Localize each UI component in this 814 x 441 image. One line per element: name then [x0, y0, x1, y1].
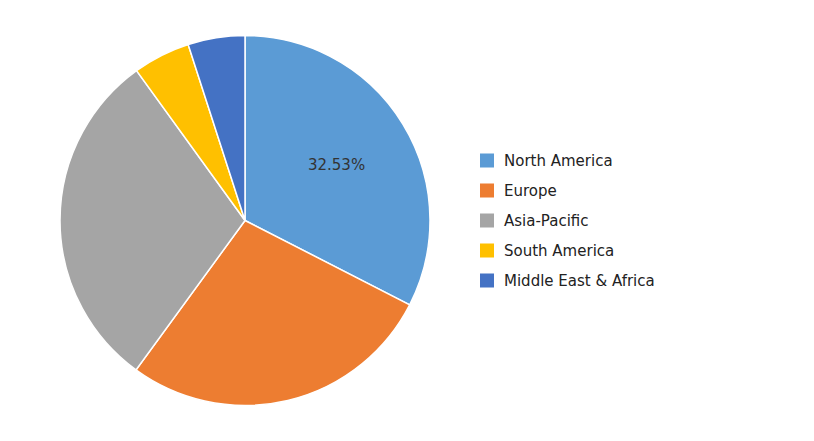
- slices: [60, 36, 430, 406]
- legend-label: North America: [504, 152, 613, 170]
- legend-label: Asia-Pacific: [504, 212, 589, 230]
- legend-swatch: [480, 154, 494, 168]
- legend-label: Middle East & Africa: [504, 272, 655, 290]
- chart-container: 32.53% North America Europe Asia-Pacific Sou…: [0, 0, 814, 441]
- legend-label: Europe: [504, 182, 557, 200]
- legend: North America Europe Asia-Pacific South Ame…: [480, 152, 655, 290]
- legend-swatch: [480, 214, 494, 228]
- legend-label: South America: [504, 242, 614, 260]
- legend-swatch: [480, 244, 494, 258]
- legend-swatch: [480, 184, 494, 198]
- annotation: 32.53%: [308, 156, 365, 174]
- pie-slice: [188, 36, 245, 221]
- legend-swatch: [480, 274, 494, 288]
- chart-svg: 32.53% North America Europe Asia-Pacific Sou…: [0, 0, 814, 441]
